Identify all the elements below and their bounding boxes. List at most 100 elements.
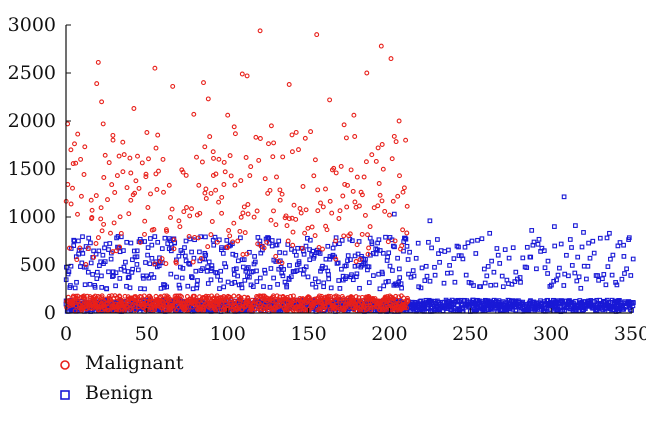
malignant-point	[257, 28, 263, 34]
benign-point	[495, 252, 501, 258]
malignant-point	[342, 181, 348, 187]
benign-point	[502, 247, 508, 252]
malignant-point	[144, 130, 150, 135]
malignant-point	[110, 132, 116, 138]
malignant-point	[232, 182, 238, 188]
benign-point	[288, 274, 294, 280]
benign-point	[74, 279, 79, 285]
malignant-point	[155, 132, 161, 138]
malignant-point	[128, 170, 134, 176]
malignant-point	[224, 297, 230, 303]
benign-point	[205, 264, 210, 270]
malignant-point	[118, 230, 124, 236]
benign-point	[182, 245, 187, 250]
benign-point	[67, 285, 73, 290]
benign-point	[452, 279, 458, 285]
malignant-point	[120, 169, 126, 175]
malignant-point	[78, 156, 84, 162]
benign-point	[630, 256, 636, 262]
malignant-point	[333, 256, 339, 262]
malignant-point	[98, 205, 104, 211]
malignant-point	[365, 251, 371, 257]
benign-point	[370, 251, 376, 256]
benign-point	[343, 263, 349, 269]
malignant-point	[291, 202, 297, 208]
x-tick-label: 250	[452, 323, 488, 345]
malignant-point	[89, 207, 95, 213]
benign-point	[597, 235, 603, 241]
malignant-point	[121, 152, 127, 158]
benign-point	[143, 260, 148, 265]
malignant-point	[240, 252, 246, 257]
benign-point	[238, 235, 243, 241]
benign-point	[130, 257, 135, 263]
benign-point	[83, 264, 89, 270]
benign-point	[628, 300, 633, 305]
malignant-point	[112, 190, 118, 195]
malignant-point	[198, 255, 204, 261]
benign-point	[284, 282, 289, 288]
benign-point	[562, 271, 568, 277]
malignant-point	[114, 173, 120, 179]
benign-point	[183, 238, 189, 244]
benign-point	[192, 237, 197, 243]
malignant-point	[359, 192, 365, 198]
benign-point	[581, 263, 587, 269]
malignant-point	[366, 245, 372, 251]
benign-point	[148, 236, 153, 241]
benign-point	[608, 256, 613, 262]
benign-point	[605, 264, 611, 269]
malignant-point	[189, 206, 194, 212]
malignant-point	[261, 245, 267, 251]
malignant-point	[396, 118, 402, 124]
y-tick-label: 2500	[8, 62, 56, 84]
benign-point	[262, 270, 268, 276]
benign-point	[126, 274, 132, 280]
benign-point	[128, 240, 134, 246]
x-tick-label: 0	[60, 323, 72, 345]
benign-point	[310, 248, 316, 254]
malignant-point	[315, 187, 321, 193]
y-tick-label: 2000	[8, 110, 56, 132]
malignant-point	[209, 219, 215, 224]
malignant-point	[367, 224, 373, 230]
malignant-point	[338, 163, 344, 169]
malignant-point	[240, 210, 246, 216]
malignant-point	[117, 214, 123, 220]
benign-point	[261, 284, 266, 289]
malignant-point	[353, 259, 359, 264]
benign-point	[71, 237, 77, 243]
benign-point	[135, 267, 141, 273]
malignant-point	[93, 193, 99, 199]
malignant-point	[322, 303, 328, 309]
benign-point	[377, 248, 383, 253]
benign-point	[448, 270, 454, 276]
benign-point	[165, 241, 171, 246]
benign-point	[185, 283, 191, 289]
malignant-point	[126, 211, 132, 217]
malignant-point	[333, 238, 339, 244]
malignant-point	[143, 171, 149, 177]
malignant-point	[171, 246, 177, 252]
malignant-point	[268, 123, 274, 129]
malignant-point	[85, 246, 91, 252]
benign-point	[265, 235, 270, 240]
malignant-point	[397, 173, 402, 179]
malignant-point	[290, 229, 296, 235]
malignant-point	[202, 190, 208, 196]
malignant-point	[298, 210, 304, 216]
malignant-point	[89, 215, 95, 220]
malignant-point	[273, 222, 279, 228]
malignant-point	[385, 239, 391, 245]
malignant-point	[163, 261, 169, 267]
benign-point	[624, 266, 629, 272]
benign-point	[281, 267, 286, 272]
malignant-point	[139, 160, 145, 166]
benign-point	[254, 268, 259, 274]
malignant-point	[195, 235, 201, 241]
benign-point	[301, 271, 306, 277]
malignant-point	[275, 304, 281, 310]
benign-point	[176, 253, 182, 259]
malignant-point	[159, 256, 165, 262]
